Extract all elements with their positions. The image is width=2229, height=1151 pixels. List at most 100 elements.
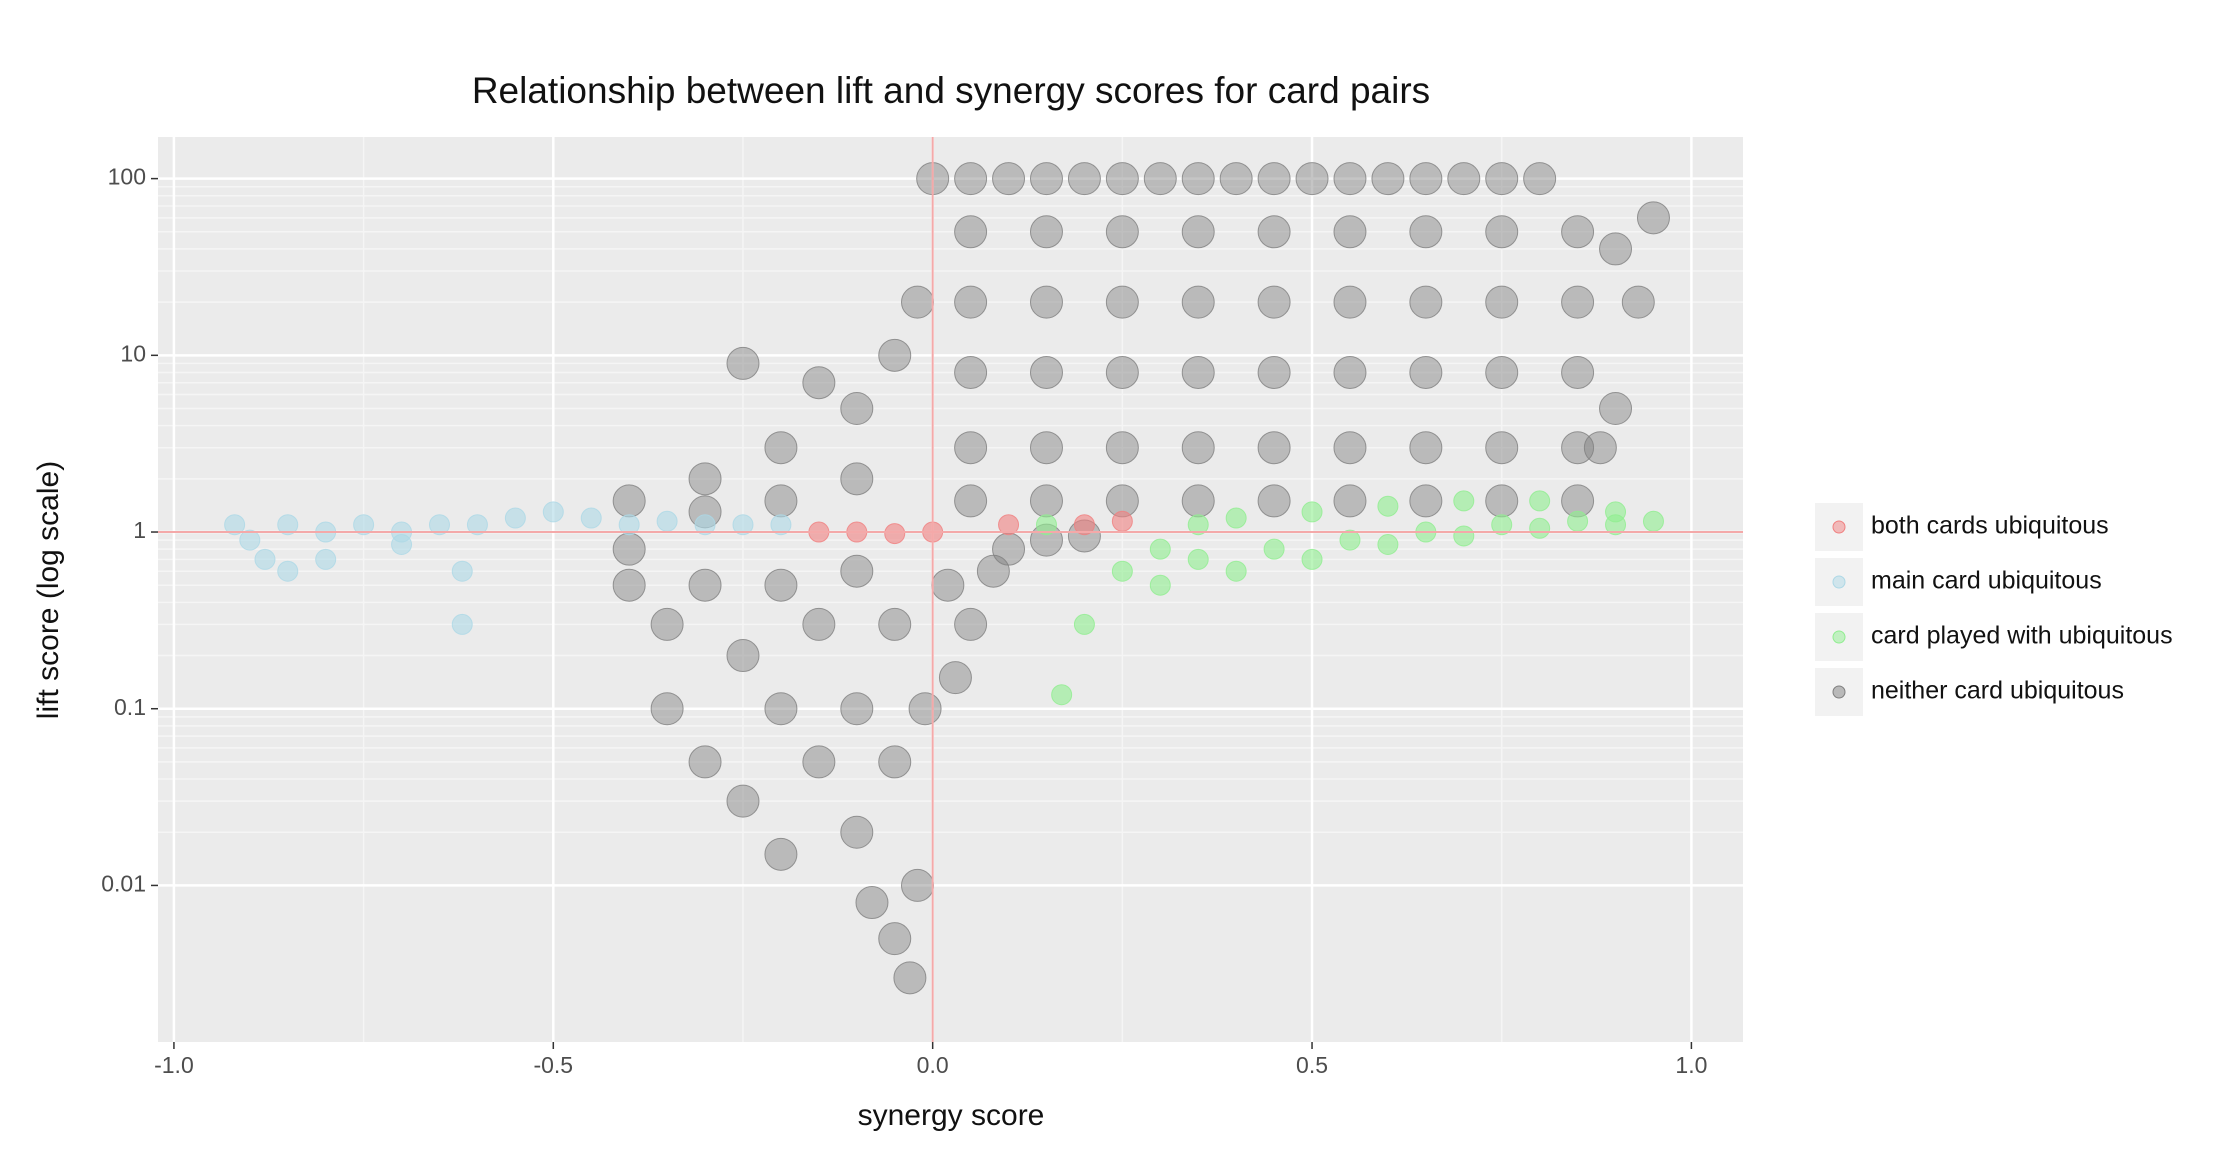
data-point [1605,501,1627,523]
legend-symbol [1832,630,1846,644]
legend-label: card played with ubiquitous [1871,622,2173,650]
data-point [1583,431,1617,465]
data-point [1409,355,1443,389]
plot-background [158,137,1743,1042]
legend-label: main card ubiquitous [1871,567,2102,595]
data-point [1333,215,1367,249]
data-point [1105,215,1139,249]
data-point [254,548,276,570]
data-point [900,285,934,319]
data-point [840,462,874,496]
data-point [1599,392,1633,426]
x-tick-label: 0.0 [917,1052,949,1078]
data-point [1561,215,1595,249]
y-tick-label: 0.01 [101,871,146,897]
data-point [1149,538,1171,560]
data-point [451,613,473,635]
data-point [764,568,798,602]
data-point [1523,162,1557,196]
data-point [840,554,874,588]
data-point [1181,285,1215,319]
data-point [1181,162,1215,196]
data-point [277,560,299,582]
data-point [650,607,684,641]
data-point [1029,215,1063,249]
legend-symbol [1832,520,1846,534]
data-point [884,523,906,545]
data-point [938,661,972,695]
data-point [1187,548,1209,570]
data-point [1409,484,1443,518]
data-point [893,961,927,995]
data-point [1035,514,1057,536]
data-point [688,568,722,602]
data-point [908,692,942,726]
data-point [1377,533,1399,555]
data-point [277,514,299,536]
data-point [1339,529,1361,551]
data-point [1636,201,1670,235]
data-point [954,215,988,249]
data-point [992,532,1026,566]
data-point [1453,525,1475,547]
data-point [353,514,375,536]
data-point [1181,355,1215,389]
data-point [954,355,988,389]
data-point [466,514,488,536]
data-point [1105,285,1139,319]
data-point [1029,484,1063,518]
data-point [1447,162,1481,196]
data-point [802,745,836,779]
data-point [1333,162,1367,196]
data-point [1149,574,1171,596]
data-point [239,529,261,551]
data-point [656,510,678,532]
data-point [770,514,792,536]
y-tick-label: 10 [120,340,146,366]
data-point [954,607,988,641]
data-point [504,507,526,529]
data-point [878,338,912,372]
data-point [1485,285,1519,319]
data-point [1561,285,1595,319]
data-point [954,431,988,465]
data-point [900,868,934,902]
data-point [764,692,798,726]
data-point [618,514,640,536]
data-point [688,462,722,496]
data-point [1599,232,1633,266]
data-point [1371,162,1405,196]
data-point [1257,431,1291,465]
y-tick-label: 1 [133,517,146,543]
legend-symbol [1832,685,1846,699]
legend-symbol [1832,575,1846,589]
data-point [1529,517,1551,539]
data-point [954,162,988,196]
data-point [1187,514,1209,536]
data-point [931,568,965,602]
data-point [612,484,646,518]
y-axis-label: lift score (log scale) [32,461,65,719]
data-point [764,484,798,518]
data-point [1051,684,1073,706]
chart-title: Relationship between lift and synergy sc… [472,70,1430,111]
data-point [992,162,1026,196]
data-point [1257,285,1291,319]
data-point [840,815,874,849]
data-point [764,837,798,871]
data-point [802,366,836,400]
data-point [1301,501,1323,523]
data-point [1491,514,1513,536]
data-point [1561,355,1595,389]
data-point [1105,162,1139,196]
data-point [1409,285,1443,319]
data-point [1567,510,1589,532]
data-point [1111,510,1133,532]
data-point [1029,162,1063,196]
data-point [1067,162,1101,196]
data-point [612,568,646,602]
data-point [1485,162,1519,196]
data-point [726,784,760,818]
data-point [954,484,988,518]
